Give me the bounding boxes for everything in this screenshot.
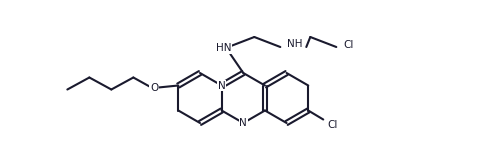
Text: NH: NH [286, 39, 302, 49]
Text: N: N [240, 118, 247, 128]
Text: HN: HN [216, 43, 231, 53]
Text: O: O [150, 82, 158, 93]
Text: Cl: Cl [327, 120, 338, 129]
Text: N: N [218, 80, 226, 91]
Text: Cl: Cl [343, 40, 354, 50]
